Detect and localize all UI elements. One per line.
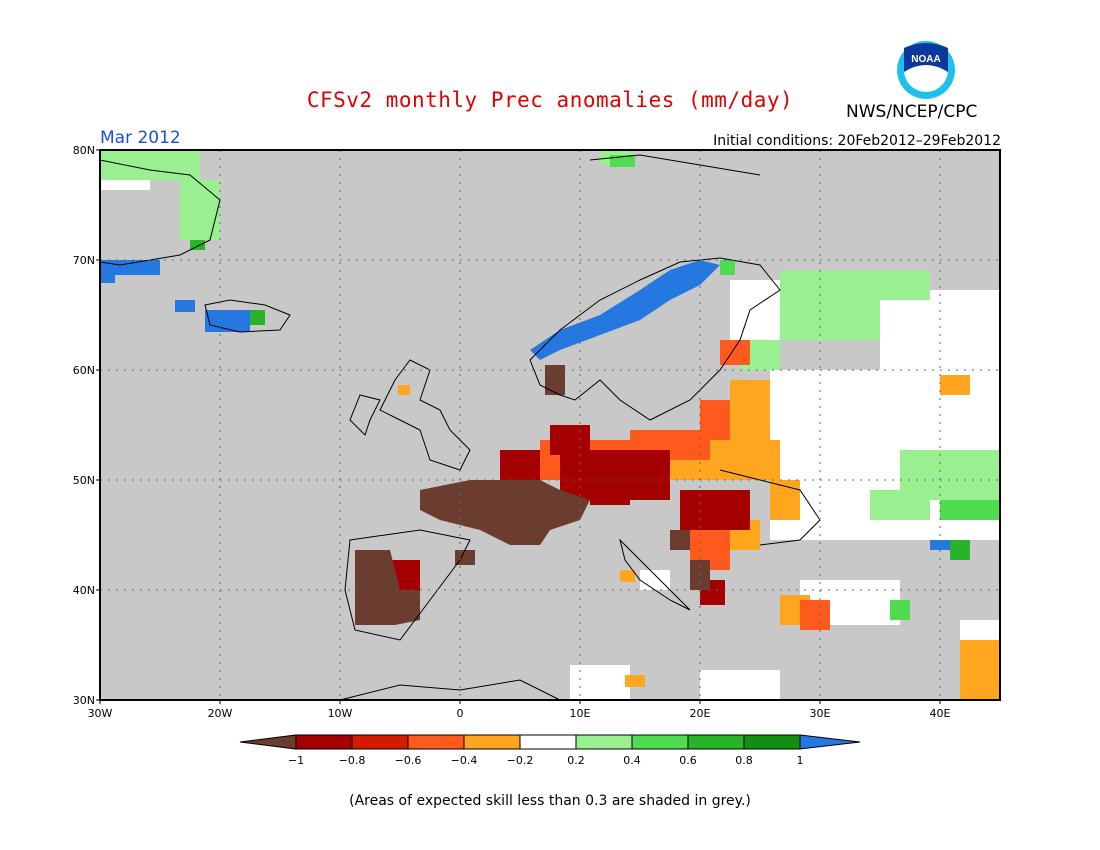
legend-swatch	[463, 734, 521, 750]
scandinavia-outline	[529, 257, 781, 421]
agency-label: NWS/NCEP/CPC	[846, 102, 978, 122]
forecast-month: Mar 2012	[100, 128, 181, 148]
legend-label: 0.6	[679, 754, 697, 767]
great-britain-outline	[379, 359, 471, 471]
logo-text: NOAA	[911, 54, 940, 65]
italy-outline	[619, 538, 691, 611]
legend-swatch	[743, 734, 801, 750]
positive-strong-areas	[190, 240, 970, 560]
legend-label: 0.8	[735, 754, 753, 767]
lat-label: 40N	[73, 584, 95, 597]
coastlines	[99, 154, 821, 701]
lat-lon-grid	[100, 150, 1000, 700]
legend-swatch	[575, 734, 633, 750]
longitude-labels: 30W 20W 10W 0 10E 20E 30E 40E	[88, 707, 951, 720]
noaa-logo-icon: NOAA	[897, 41, 955, 99]
legend-label: −0.6	[395, 754, 422, 767]
legend-swatch	[295, 734, 353, 750]
latitude-labels: 80N 70N 60N 50N 40N 30N	[73, 144, 95, 707]
legend-swatch	[351, 734, 409, 750]
legend-swatch	[631, 734, 689, 750]
lon-label: 30W	[88, 707, 113, 720]
lat-label: 50N	[73, 474, 95, 487]
map-title: CFSv2 monthly Prec anomalies (mm/day)	[306, 88, 794, 112]
lon-label: 10E	[570, 707, 591, 720]
color-legend	[239, 734, 861, 750]
skill-footnote: (Areas of expected skill less than 0.3 a…	[349, 793, 751, 809]
positive-light-areas	[100, 150, 1000, 520]
greenland-outline	[99, 159, 221, 266]
lon-label: 30E	[810, 707, 831, 720]
iceland-outline	[204, 299, 291, 333]
legend-label: −0.4	[451, 754, 478, 767]
initial-conditions: Initial conditions: 20Feb2012–29Feb2012	[713, 133, 1001, 149]
lon-label: 40E	[930, 707, 951, 720]
legend-labels: −1 −0.8 −0.6 −0.4 −0.2 0.2 0.4 0.6 0.8 1	[288, 754, 804, 767]
ticks	[96, 149, 941, 704]
legend-swatch	[519, 734, 577, 750]
legend-swatch	[239, 734, 297, 750]
lon-label: 10W	[328, 707, 353, 720]
legend-label: −0.8	[339, 754, 366, 767]
legend-label: 0.2	[567, 754, 585, 767]
ireland-outline	[349, 394, 381, 436]
positive-areas	[610, 155, 1000, 620]
black-sea-outline	[719, 469, 821, 546]
legend-swatch	[407, 734, 465, 750]
lon-label: 20E	[690, 707, 711, 720]
lon-label: 0	[457, 707, 464, 720]
lat-label: 60N	[73, 364, 95, 377]
lat-label: 30N	[73, 694, 95, 707]
map-frame	[99, 149, 1001, 701]
legend-label: 0.4	[623, 754, 641, 767]
iberia-outline	[344, 529, 471, 641]
svalbard-outline	[589, 154, 761, 176]
lat-label: 70N	[73, 254, 95, 267]
legend-label: 1	[797, 754, 804, 767]
legend-swatch	[799, 734, 861, 750]
legend-label: −1	[288, 754, 304, 767]
legend-swatch	[687, 734, 745, 750]
dry-extreme-areas	[355, 365, 710, 625]
lon-label: 20W	[208, 707, 233, 720]
lat-label: 80N	[73, 144, 95, 157]
north-africa-outline	[339, 679, 561, 701]
legend-label: −0.2	[507, 754, 534, 767]
